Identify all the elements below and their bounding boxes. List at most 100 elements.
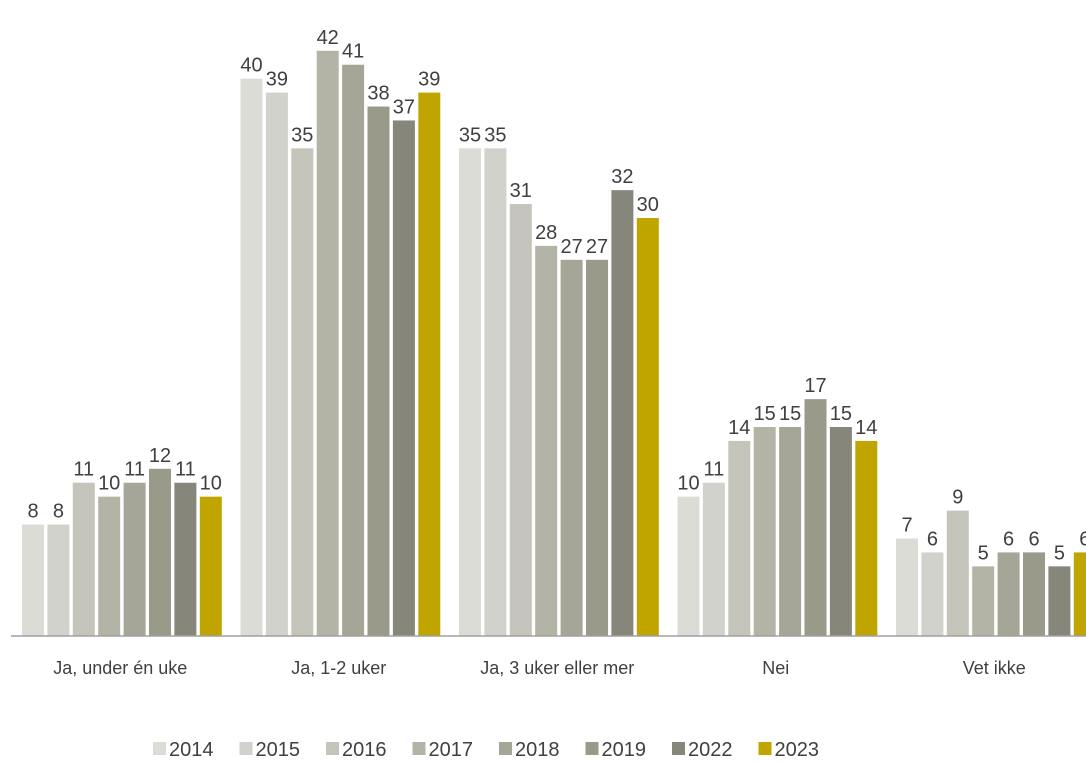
data-label: 37 xyxy=(393,96,415,118)
data-label: 27 xyxy=(560,236,582,258)
data-label: 35 xyxy=(484,124,506,146)
bar xyxy=(586,259,608,636)
data-label: 15 xyxy=(830,403,852,425)
x-tick-label: Vet ikke xyxy=(963,658,1026,678)
data-label: 11 xyxy=(124,459,145,481)
legend-swatch xyxy=(499,742,512,755)
data-label: 6 xyxy=(1028,528,1039,550)
bar xyxy=(72,482,95,636)
data-label: 12 xyxy=(149,445,171,467)
data-label: 28 xyxy=(535,222,557,244)
bar xyxy=(392,120,415,636)
bar xyxy=(174,482,197,636)
bar xyxy=(123,482,146,636)
bar xyxy=(98,496,121,636)
bar xyxy=(418,92,441,637)
bar xyxy=(149,468,171,636)
bar xyxy=(855,440,878,636)
bar xyxy=(291,148,314,637)
data-label: 35 xyxy=(291,124,313,146)
legend-swatch xyxy=(672,742,685,755)
data-label: 32 xyxy=(611,166,633,188)
bar xyxy=(804,399,827,636)
data-label: 30 xyxy=(637,194,659,216)
legend-swatch xyxy=(326,742,339,755)
legend-label: 2014 xyxy=(169,739,214,761)
x-tick-label: Ja, under én uke xyxy=(53,658,187,678)
legend-label: 2016 xyxy=(342,739,387,761)
bar xyxy=(560,259,583,636)
legend-label: 2017 xyxy=(429,739,474,761)
data-label: 10 xyxy=(98,473,120,495)
bar xyxy=(1023,552,1045,636)
bar xyxy=(459,148,481,637)
bar xyxy=(753,427,776,636)
bar xyxy=(728,440,751,636)
x-tick-label: Ja, 3 uker eller mer xyxy=(480,658,634,678)
bar xyxy=(265,92,288,637)
data-label: 8 xyxy=(27,501,38,523)
bar xyxy=(240,78,263,636)
legend-swatch xyxy=(758,742,772,755)
legend-swatch xyxy=(239,742,253,755)
bar xyxy=(896,538,918,636)
bar xyxy=(1073,552,1086,636)
bar xyxy=(677,496,700,636)
bar xyxy=(829,427,852,636)
legend-label: 2023 xyxy=(775,739,820,761)
data-label: 6 xyxy=(1003,528,1014,550)
data-label: 9 xyxy=(952,487,963,509)
data-label: 17 xyxy=(804,375,826,397)
data-label: 11 xyxy=(704,459,725,481)
legend-label: 2019 xyxy=(602,739,647,761)
data-label: 27 xyxy=(586,236,608,258)
data-label: 42 xyxy=(317,27,339,49)
data-label: 31 xyxy=(510,180,532,202)
bar xyxy=(367,106,390,637)
bar xyxy=(342,64,365,636)
bar xyxy=(199,496,222,636)
data-label: 14 xyxy=(855,417,877,439)
legend-label: 2018 xyxy=(515,739,560,761)
data-label: 10 xyxy=(200,473,222,495)
data-label: 40 xyxy=(240,55,262,77)
bar xyxy=(611,190,634,636)
bar xyxy=(484,148,507,637)
data-label: 15 xyxy=(779,403,801,425)
data-label: 38 xyxy=(367,83,389,105)
legend-swatch xyxy=(585,742,599,755)
legend-swatch xyxy=(153,742,166,755)
bar xyxy=(1048,566,1071,636)
bar xyxy=(921,552,944,636)
data-label: 39 xyxy=(266,69,288,91)
data-label: 5 xyxy=(1054,542,1065,564)
legend-label: 2015 xyxy=(256,739,301,761)
bar xyxy=(47,524,70,636)
data-label: 35 xyxy=(459,124,481,146)
bar xyxy=(509,204,532,637)
data-label: 15 xyxy=(754,403,776,425)
bar xyxy=(636,218,659,636)
bar xyxy=(316,50,339,637)
legend-swatch xyxy=(412,742,426,755)
data-label: 11 xyxy=(175,459,196,481)
bar xyxy=(702,482,725,636)
data-label: 39 xyxy=(418,69,440,91)
data-label: 6 xyxy=(927,528,938,550)
bar xyxy=(946,510,969,636)
bar xyxy=(779,427,802,636)
bar xyxy=(972,566,995,636)
data-label: 5 xyxy=(978,542,989,564)
data-label: 10 xyxy=(677,473,699,495)
x-tick-label: Nei xyxy=(762,658,789,678)
data-label: 11 xyxy=(73,459,94,481)
data-label: 8 xyxy=(53,501,64,523)
data-label: 7 xyxy=(901,514,912,536)
data-label: 6 xyxy=(1079,528,1086,550)
legend-label: 2022 xyxy=(688,739,733,761)
data-label: 41 xyxy=(342,41,364,63)
bar xyxy=(22,524,44,636)
bar xyxy=(535,245,558,636)
bar xyxy=(997,552,1020,636)
